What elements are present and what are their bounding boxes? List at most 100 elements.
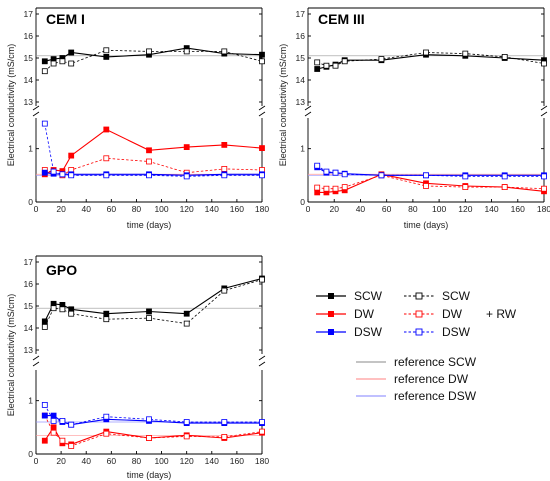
y-tick-label: 1 (300, 144, 305, 154)
axis-break-mark (258, 105, 266, 117)
series-DSW-rw (41, 401, 265, 428)
data-point (103, 310, 110, 317)
series-SCW (41, 45, 265, 65)
series-SCW-rw (314, 49, 547, 69)
x-tick-label: 120 (180, 456, 194, 466)
data-point (146, 308, 152, 315)
series-line (317, 174, 545, 190)
data-point (541, 173, 547, 180)
data-point (221, 141, 228, 148)
data-point (314, 59, 321, 66)
x-tick-label: 140 (205, 456, 219, 466)
data-point (332, 169, 339, 176)
legend: SCW SCW DW DW DSW DSW + RW reference SCW referen… (316, 289, 517, 403)
data-point (183, 144, 190, 151)
legend-label: SCW (354, 289, 383, 303)
data-point (146, 315, 152, 322)
data-point (68, 49, 75, 56)
axis-break-mark (540, 105, 548, 117)
axis-break-mark (258, 355, 266, 367)
data-point (221, 48, 228, 55)
data-point (423, 172, 429, 179)
data-point (323, 62, 330, 69)
y-tick-label: 14 (24, 75, 34, 85)
x-tick-label: 100 (154, 456, 168, 466)
y-tick-label: 15 (24, 53, 34, 63)
data-point (378, 172, 385, 179)
y-tick-label: 0 (28, 449, 33, 459)
series-line (317, 52, 545, 67)
chart-title: CEM III (318, 11, 365, 27)
data-point (183, 433, 190, 440)
series-SCW (41, 275, 265, 325)
data-point (462, 50, 469, 57)
data-point (50, 168, 57, 175)
x-tick-label: 100 (432, 204, 446, 214)
chart-panel-1: 0 20 40 60 80 100 120 140 160 180 13 14 15 16 17 0 1 CEM … (6, 7, 269, 230)
x-tick-label: 80 (132, 456, 142, 466)
x-tick-label: 20 (329, 204, 339, 214)
x-tick-label: 140 (205, 204, 219, 214)
legend-label-rw: DSW (442, 325, 471, 339)
y-tick-label: 1 (28, 144, 33, 154)
x-axis-label: time (days) (404, 220, 449, 230)
data-point (183, 173, 190, 180)
data-point (50, 429, 57, 436)
data-point (50, 305, 57, 312)
y-tick-label: 16 (24, 31, 34, 41)
data-point (221, 419, 228, 425)
x-tick-label: 20 (56, 456, 66, 466)
data-point (259, 145, 265, 152)
data-point (259, 276, 265, 283)
data-point (341, 184, 348, 191)
data-point (221, 287, 228, 294)
x-tick-label: 40 (356, 204, 366, 214)
series-DSW-rw (41, 120, 265, 180)
data-point (221, 165, 228, 172)
data-point (341, 171, 348, 178)
legend-marker-rw (415, 310, 423, 318)
data-point (41, 58, 48, 65)
x-tick-label: 0 (306, 204, 311, 214)
data-point (103, 172, 110, 179)
data-point (50, 60, 57, 67)
data-point (341, 58, 348, 65)
data-point (501, 184, 508, 191)
data-point (332, 185, 339, 192)
data-point (221, 172, 228, 179)
data-point (68, 421, 75, 428)
legend-marker-rw (415, 292, 423, 300)
series-DSW (41, 412, 265, 428)
y-tick-label: 17 (24, 257, 34, 267)
series-line (316, 165, 544, 177)
legend-label: DSW (354, 325, 383, 339)
x-tick-label: 100 (154, 204, 168, 214)
y-tick-label: 16 (24, 279, 34, 289)
y-axis-label: Electrical conductivity (mS/cm) (6, 44, 16, 167)
y-tick-label: 14 (24, 323, 34, 333)
data-point (59, 171, 66, 178)
chart-panel-3: 0 20 40 60 80 100 120 140 160 180 13 14 15 16 17 0 1 GPO t… (6, 255, 269, 480)
x-axis-label: time (days) (127, 220, 172, 230)
data-point (314, 66, 321, 72)
y-tick-label: 1 (28, 396, 33, 406)
y-tick-label: 13 (24, 345, 34, 355)
y-tick-label: 16 (296, 31, 306, 41)
data-point (501, 54, 508, 60)
data-point (183, 419, 190, 425)
chart-title: CEM I (46, 11, 85, 27)
data-point (314, 162, 321, 169)
series-line (317, 54, 545, 70)
data-point (50, 417, 57, 424)
data-point (146, 158, 152, 165)
legend-marker (328, 293, 334, 299)
data-point (103, 316, 110, 323)
data-point (221, 433, 228, 440)
axis-break-mark (304, 105, 312, 117)
data-point (259, 51, 265, 58)
data-point (59, 437, 66, 444)
data-point (41, 437, 48, 444)
x-tick-label: 20 (56, 204, 66, 214)
series-line (317, 173, 545, 193)
